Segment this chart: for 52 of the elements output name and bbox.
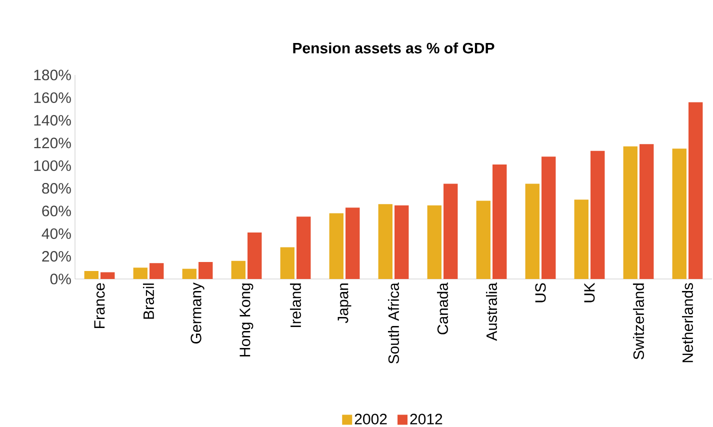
- bar: [427, 205, 442, 279]
- bar: [182, 268, 196, 279]
- y-tick-label: 60%: [42, 206, 71, 216]
- x-tick-label: UK: [584, 282, 595, 302]
- bar: [84, 271, 99, 279]
- y-tick-label: 160%: [34, 92, 71, 103]
- y-tick-label: 100%: [34, 160, 71, 171]
- bar: [444, 184, 458, 279]
- x-tick-label: Hong Kong: [240, 284, 254, 356]
- y-tick-label: 120%: [34, 138, 71, 148]
- x-tick-label: US: [535, 283, 546, 302]
- bar: [525, 184, 540, 279]
- y-tick-label: 20%: [42, 251, 71, 262]
- bar: [346, 208, 360, 279]
- bar: [378, 204, 393, 279]
- x-tick-label: France: [94, 283, 105, 328]
- bar: [394, 205, 409, 279]
- bar: [542, 156, 556, 279]
- bar: [280, 247, 294, 279]
- x-tick-label: Australia: [486, 282, 497, 341]
- bar: [688, 102, 703, 279]
- y-tick-label: 180%: [34, 70, 71, 80]
- bar: [198, 262, 213, 279]
- bar: [476, 200, 490, 279]
- x-tick-label: Ireland: [290, 284, 302, 328]
- bar: [492, 164, 507, 279]
- bar: [623, 146, 638, 279]
- x-tick-label: Brazil: [143, 284, 154, 319]
- bar: [672, 148, 686, 279]
- x-tick-label: Japan: [338, 284, 352, 324]
- bar: [100, 272, 115, 279]
- bar: [248, 232, 262, 279]
- legend-label: 2012: [410, 414, 442, 424]
- y-tick-label: 40%: [42, 228, 71, 239]
- x-tick-label: Netherlands: [682, 283, 693, 362]
- chart-title: Pension assets as % of GDP: [293, 42, 494, 54]
- y-tick-label: 80%: [42, 183, 71, 194]
- bar: [231, 260, 246, 279]
- bar: [150, 263, 164, 279]
- y-tick-label: 140%: [34, 115, 71, 126]
- x-tick-label: Switzerland: [632, 284, 644, 360]
- bar: [133, 268, 148, 279]
- x-tick-label: Canada: [436, 282, 448, 334]
- legend-label: 2002: [354, 414, 387, 424]
- x-tick-label: Germany: [190, 282, 204, 344]
- x-tick-label: South Africa: [388, 282, 400, 364]
- bar: [574, 200, 588, 279]
- bar: [590, 150, 605, 279]
- bar: [639, 144, 654, 279]
- bar: [296, 216, 311, 279]
- bar: [329, 213, 344, 279]
- y-tick-label: 0%: [50, 274, 71, 284]
